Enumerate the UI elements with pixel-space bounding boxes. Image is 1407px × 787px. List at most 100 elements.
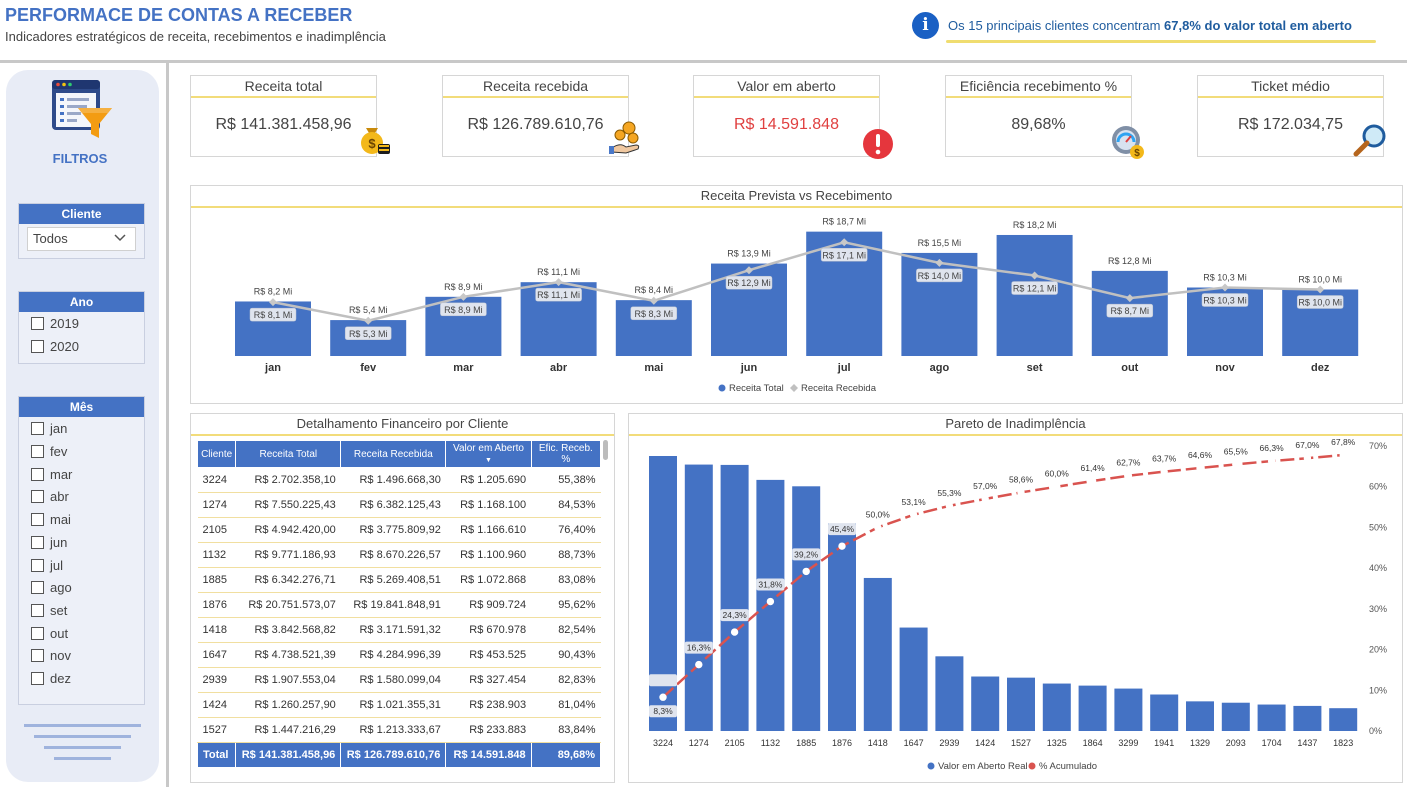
table-cell: R$ 6.342.276,71 — [235, 567, 341, 593]
mes-option-label: mai — [50, 512, 71, 527]
bar-data-label: R$ 13,9 Mi — [727, 249, 771, 259]
mes-option[interactable]: jan — [31, 421, 67, 439]
checkbox[interactable] — [31, 559, 44, 572]
x-tick-label: jun — [740, 362, 758, 374]
checkbox[interactable] — [31, 581, 44, 594]
table-cell: R$ 670.978 — [445, 617, 532, 643]
mes-option[interactable]: set — [31, 603, 67, 621]
x-tick-label: 1527 — [1011, 738, 1031, 748]
column-header-sorted[interactable]: Valor em Aberto ▼ — [445, 440, 532, 468]
cliente-dropdown[interactable]: Todos — [27, 227, 136, 251]
checkbox[interactable] — [31, 627, 44, 640]
line-data-label: R$ 10,0 Mi — [1298, 298, 1342, 308]
table-row[interactable]: 1876 R$ 20.751.573,07 R$ 19.841.848,91 R$ 9… — [197, 592, 601, 618]
insight-prefix: Os 15 principais clientes concentram — [948, 18, 1165, 33]
line-data-label: R$ 14,0 Mi — [918, 271, 962, 281]
ano-option[interactable]: 2020 — [31, 339, 79, 357]
mes-option-label: dez — [50, 671, 71, 686]
checkbox[interactable] — [31, 536, 44, 549]
checkbox[interactable] — [31, 468, 44, 481]
table-row[interactable]: 1647 R$ 4.738.521,39 R$ 4.284.996,39 R$ 453… — [197, 642, 601, 668]
menu-lines-icon[interactable] — [20, 722, 145, 762]
mes-option[interactable]: out — [31, 626, 68, 644]
table-row[interactable]: 1418 R$ 3.842.568,82 R$ 3.171.591,32 R$ 670… — [197, 617, 601, 643]
table-row[interactable]: 2105 R$ 4.942.420,00 R$ 3.775.809,92 R$ 1.1… — [197, 517, 601, 543]
table-row[interactable]: 1132 R$ 9.771.186,93 R$ 8.670.226,57 R$ 1.1… — [197, 542, 601, 568]
line-label-box — [756, 578, 785, 591]
x-tick-label: 1647 — [904, 738, 924, 748]
table-cell: R$ 4.942.420,00 — [235, 517, 341, 543]
line-data-label: 55,3% — [937, 488, 962, 498]
kpi-receita-total: Receita total R$ 141.381.458,96 $ — [190, 75, 390, 157]
line-point — [1124, 472, 1133, 480]
mes-option[interactable]: abr — [31, 489, 69, 507]
y2-tick-label: 60% — [1369, 482, 1387, 492]
checkbox[interactable] — [31, 604, 44, 617]
mes-option[interactable]: fev — [31, 444, 67, 462]
mes-option[interactable]: dez — [31, 671, 71, 689]
line-data-label: 58,6% — [1009, 474, 1034, 484]
magnifier-icon — [1353, 124, 1386, 157]
table-cell: R$ 1.072.868 — [445, 567, 532, 593]
line-point — [1232, 460, 1240, 469]
checkbox[interactable] — [31, 513, 44, 526]
ano-option[interactable]: 2019 — [31, 316, 79, 334]
table-row[interactable]: 1274 R$ 7.550.225,43 R$ 6.382.125,43 R$ 1.1… — [197, 492, 601, 518]
column-header[interactable]: Receita Recebida — [340, 440, 447, 468]
mes-option[interactable]: nov — [31, 648, 71, 666]
table-cell: 84,53% — [531, 492, 601, 518]
line-point — [1088, 477, 1097, 485]
line-receita-recebida — [272, 240, 1321, 323]
mes-option-label: mar — [50, 467, 73, 482]
table-row[interactable]: 1885 R$ 6.342.276,71 R$ 5.269.408,51 R$ 1.0… — [197, 567, 601, 593]
svg-text:$: $ — [368, 136, 376, 151]
x-tick-label: nov — [1215, 362, 1235, 374]
y2-tick-label: 20% — [1369, 645, 1387, 655]
checkbox[interactable] — [31, 490, 44, 503]
table-cell: R$ 909.724 — [445, 592, 532, 618]
mes-option[interactable]: mai — [31, 512, 71, 530]
checkbox[interactable] — [31, 445, 44, 458]
x-tick-label: 1437 — [1297, 738, 1317, 748]
line-point — [874, 523, 882, 532]
pareto-bar — [1329, 708, 1358, 731]
y2-tick-label: 70% — [1369, 441, 1387, 451]
line-point — [554, 278, 563, 287]
table-row[interactable]: 1527 R$ 1.447.216,29 R$ 1.213.333,67 R$ 233… — [197, 717, 601, 743]
line-data-label: 61,4% — [1081, 463, 1106, 473]
kpi-ticket-medio: Ticket médio R$ 172.034,75 — [1197, 75, 1386, 157]
mes-option[interactable]: ago — [31, 580, 72, 598]
table-row[interactable]: 2939 R$ 1.907.553,04 R$ 1.580.099,04 R$ 327… — [197, 667, 601, 693]
pareto-bar — [863, 577, 892, 731]
pareto-bar — [899, 627, 928, 731]
mes-option[interactable]: jul — [31, 558, 63, 576]
legend-label: Receita Recebida — [801, 383, 877, 394]
bar-data-label: R$ 8,9 Mi — [444, 282, 483, 292]
column-header[interactable]: Efic. Receb. % — [530, 440, 602, 468]
pareto-chart-panel: Pareto de Inadimplência 3224 1274 2105 1132… — [628, 413, 1403, 783]
line-label-box — [1011, 281, 1058, 295]
line-data-label: 50,0% — [866, 509, 891, 519]
mes-option[interactable]: mar — [31, 467, 72, 485]
table-cell: 2939 — [197, 667, 236, 693]
line-data-label: 53,1% — [902, 497, 927, 507]
checkbox[interactable] — [31, 422, 44, 435]
table-row[interactable]: 3224 R$ 2.702.358,10 R$ 1.496.668,30 R$ 1.2… — [197, 467, 601, 493]
column-header[interactable]: Receita Total — [235, 440, 342, 468]
line-point — [840, 238, 849, 247]
table-scrollbar[interactable] — [603, 440, 608, 460]
checkbox[interactable] — [31, 317, 44, 330]
x-tick-label: mai — [644, 362, 663, 374]
checkbox[interactable] — [31, 340, 44, 353]
checkbox[interactable] — [31, 649, 44, 662]
line-label-box — [344, 326, 392, 341]
checkbox[interactable] — [31, 672, 44, 685]
table-row[interactable]: 1424 R$ 1.260.257,90 R$ 1.021.355,31 R$ 238… — [197, 692, 601, 718]
legend-marker-acumulado — [1028, 762, 1036, 770]
table-cell: R$ 1.166.610 — [445, 517, 532, 543]
mes-option[interactable]: jun — [31, 535, 67, 553]
line-data-label: R$ 17,1 Mi — [822, 250, 866, 260]
line-point — [695, 660, 703, 669]
x-tick-label: set — [1027, 362, 1043, 374]
column-header[interactable]: Cliente — [196, 440, 237, 468]
